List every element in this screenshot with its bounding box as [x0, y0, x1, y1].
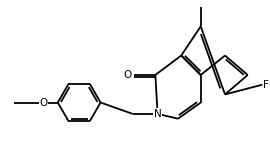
Text: F: F — [263, 80, 269, 90]
Text: O: O — [39, 98, 48, 108]
Text: O: O — [123, 70, 132, 80]
Text: N: N — [154, 109, 161, 119]
